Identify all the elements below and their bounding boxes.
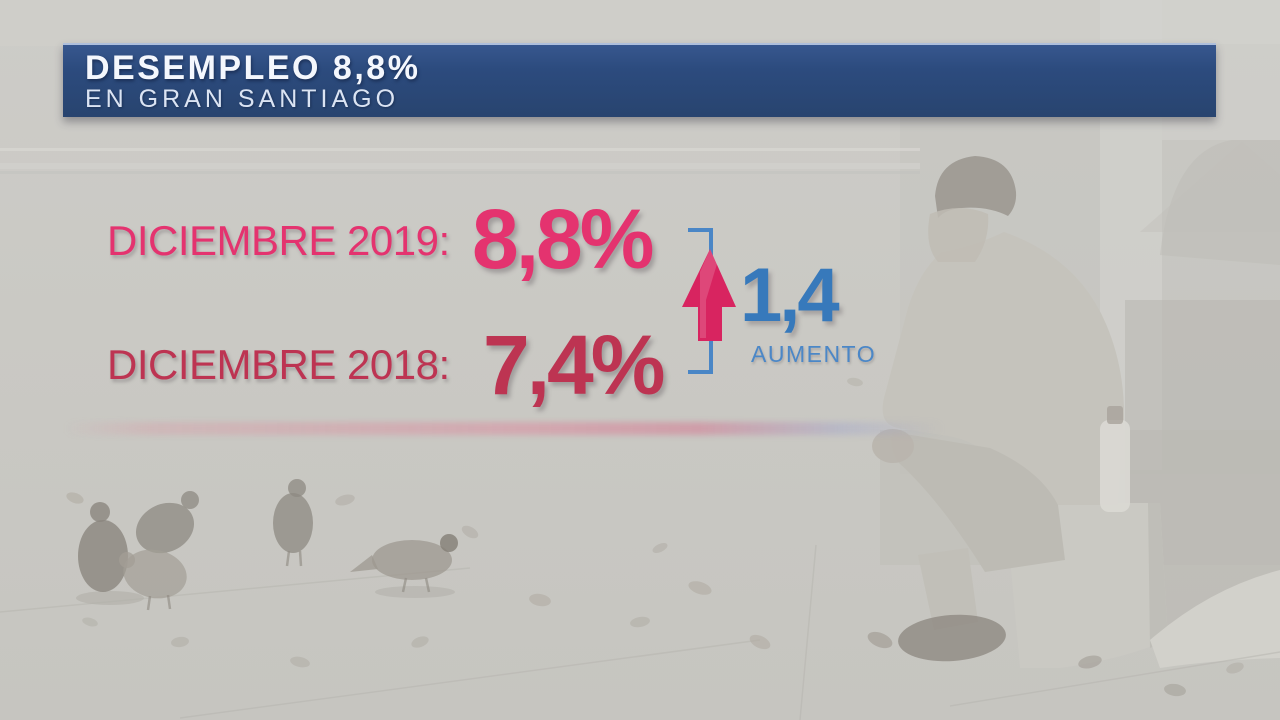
pigeon-icon xyxy=(119,549,187,611)
man-silhouette xyxy=(872,156,1130,662)
pigeon-icon xyxy=(273,479,313,567)
man-shoe xyxy=(898,614,1006,662)
pigeon-icon xyxy=(76,502,144,605)
pigeons xyxy=(76,479,458,611)
man-jacket xyxy=(882,232,1124,505)
banner-title: DESEMPLEO 8,8% xyxy=(85,49,421,87)
color-smear-artifact xyxy=(64,422,944,435)
man-face xyxy=(928,208,989,262)
man-shin xyxy=(918,548,978,630)
stat-label-2018: DICIEMBRE 2018: xyxy=(107,341,450,388)
stat-value-2018: 7,4% xyxy=(483,318,665,412)
banner-subtitle: EN GRAN SANTIAGO xyxy=(85,85,400,113)
man-thigh xyxy=(891,432,1065,572)
pigeon-icon xyxy=(135,491,199,554)
man-hands xyxy=(872,429,914,463)
stat-value-2019: 8,8% xyxy=(472,192,654,286)
stat-label-2019: DICIEMBRE 2019: xyxy=(107,217,450,264)
pigeon-icon xyxy=(350,534,458,598)
scattered-leaves xyxy=(66,377,1244,697)
delta-value: 1,4 xyxy=(740,253,840,338)
headline-banner: DESEMPLEO 8,8% EN GRAN SANTIAGO xyxy=(63,43,1216,117)
delta-caption: AUMENTO xyxy=(751,341,877,367)
man-hair xyxy=(935,156,1017,218)
water-bottle xyxy=(1100,406,1130,512)
